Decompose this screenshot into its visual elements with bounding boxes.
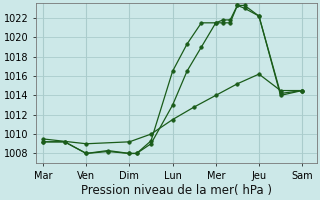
- X-axis label: Pression niveau de la mer( hPa ): Pression niveau de la mer( hPa ): [81, 184, 272, 197]
